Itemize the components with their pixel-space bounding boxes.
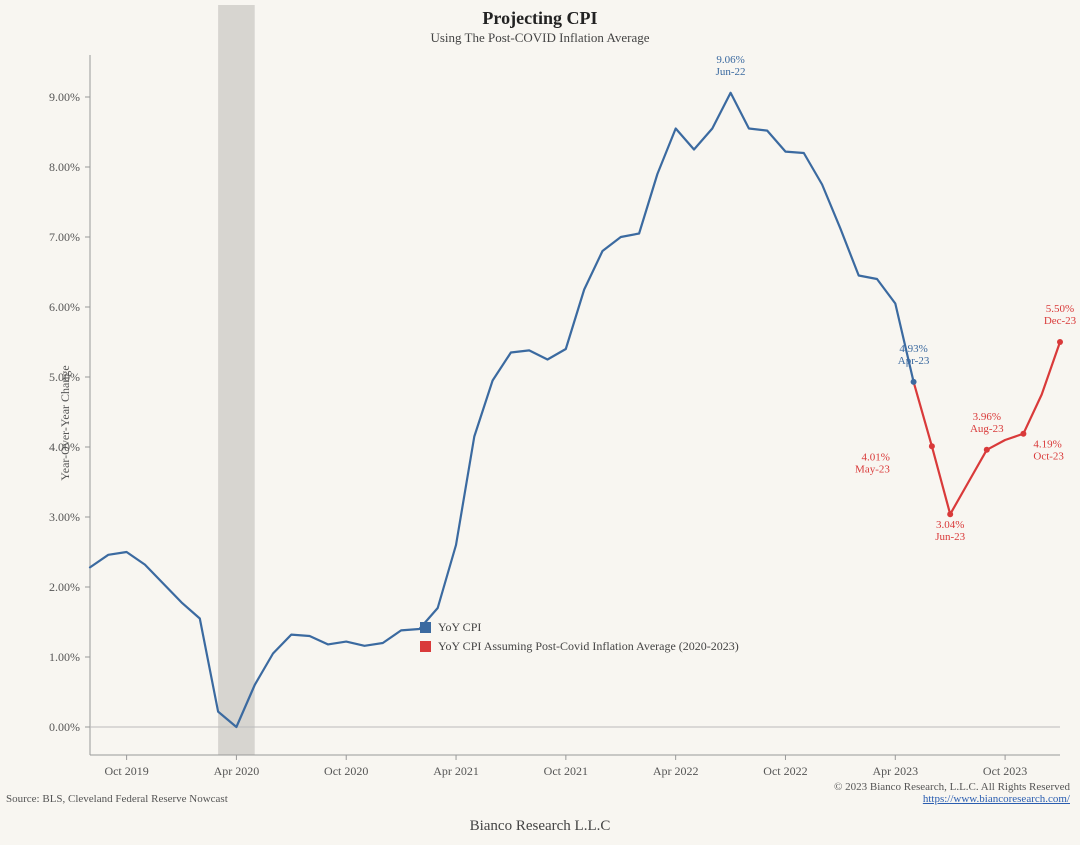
legend-swatch <box>420 622 431 633</box>
annotation-marker <box>911 379 917 385</box>
y-tick-label: 8.00% <box>49 160 80 174</box>
x-tick-label: Apr 2020 <box>214 764 260 778</box>
y-tick-label: 5.00% <box>49 370 80 384</box>
chart-svg: 0.00% 1.00% 2.00% 3.00% 4.00% 5.00% 6.00% 7.00%… <box>0 0 1080 845</box>
y-tick-label: 7.00% <box>49 230 80 244</box>
annotation-label: 4.01% <box>861 451 889 463</box>
y-tick-label: 0.00% <box>49 720 80 734</box>
annotation-label: Apr-23 <box>898 355 930 367</box>
copyright-text: © 2023 Bianco Research, L.L.C. All Right… <box>834 781 1070 805</box>
annotation-label: 4.93% <box>899 343 927 355</box>
x-tick-label: Oct 2019 <box>104 764 148 778</box>
annotation-label: Dec-23 <box>1044 315 1077 327</box>
annotation-label: Jun-23 <box>935 531 965 543</box>
annotation-label: Oct-23 <box>1033 451 1064 463</box>
legend-item: YoY CPI <box>420 620 739 635</box>
y-tick-label: 6.00% <box>49 300 80 314</box>
x-tick-label: Apr 2023 <box>872 764 918 778</box>
legend-label: YoY CPI Assuming Post-Covid Inflation Av… <box>438 639 739 654</box>
annotation-label: Aug-23 <box>970 423 1004 435</box>
annotation-label: 3.96% <box>973 411 1001 423</box>
recession-band <box>218 5 255 755</box>
annotation-marker <box>929 443 935 449</box>
legend-swatch <box>420 641 431 652</box>
annotation-marker <box>1057 339 1063 345</box>
annotation-marker <box>1020 431 1026 437</box>
y-tick-label: 1.00% <box>49 650 80 664</box>
annotation-label: 5.50% <box>1046 303 1074 315</box>
source-text: Source: BLS, Cleveland Federal Reserve N… <box>6 793 228 805</box>
annotation-marker <box>947 511 953 517</box>
legend-label: YoY CPI <box>438 620 481 635</box>
footer-brand: Bianco Research L.L.C <box>0 818 1080 835</box>
y-tick-label: 2.00% <box>49 580 80 594</box>
x-tick-label: Apr 2021 <box>433 764 479 778</box>
annotation-label: 4.19% <box>1033 439 1061 451</box>
x-tick-label: Oct 2020 <box>324 764 368 778</box>
y-tick-label: 4.00% <box>49 440 80 454</box>
x-tick-label: Oct 2022 <box>763 764 807 778</box>
copyright-line: © 2023 Bianco Research, L.L.C. All Right… <box>834 781 1070 793</box>
legend-item: YoY CPI Assuming Post-Covid Inflation Av… <box>420 639 739 654</box>
chart-container: { "chart": { "type": "line", "title": "P… <box>0 0 1080 845</box>
copyright-link[interactable]: https://www.biancoresearch.com/ <box>923 793 1070 805</box>
annotation-label: 3.04% <box>936 519 964 531</box>
annotation-label: 9.06% <box>716 54 744 66</box>
x-tick-label: Oct 2021 <box>544 764 588 778</box>
annotation-label: Jun-22 <box>716 66 746 78</box>
x-tick-label: Apr 2022 <box>653 764 699 778</box>
legend: YoY CPI YoY CPI Assuming Post-Covid Infla… <box>420 620 739 658</box>
y-tick-label: 3.00% <box>49 510 80 524</box>
annotation-marker <box>984 447 990 453</box>
annotation-label: May-23 <box>855 463 890 475</box>
y-tick-label: 9.00% <box>49 90 80 104</box>
x-tick-label: Oct 2023 <box>983 764 1027 778</box>
